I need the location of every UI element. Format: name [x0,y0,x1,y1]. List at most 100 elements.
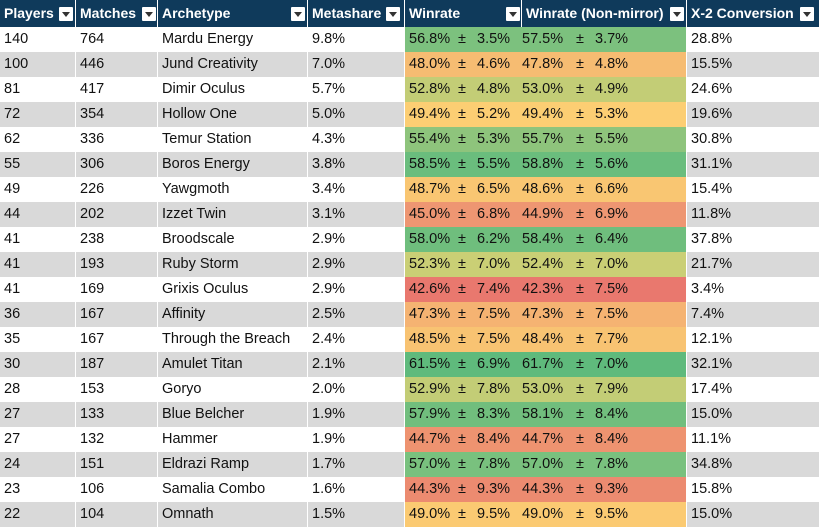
winrate-cell[interactable]: 44.3% ±9.3% [405,477,522,502]
x2-conversion-cell[interactable]: 30.8% [687,127,820,152]
archetype-cell[interactable]: Temur Station [158,127,308,152]
archetype-cell[interactable]: Eldrazi Ramp [158,452,308,477]
winrate-nonmirror-cell[interactable]: 57.0% ±7.8% [522,452,687,477]
winrate-nonmirror-cell[interactable]: 53.0% ±4.9% [522,77,687,102]
archetype-cell[interactable]: Goryo [158,377,308,402]
x2-conversion-cell[interactable]: 17.4% [687,377,820,402]
winrate-cell[interactable]: 55.4% ±5.3% [405,127,522,152]
matches-cell[interactable]: 133 [76,402,158,427]
metashare-cell[interactable]: 1.9% [308,402,405,427]
winrate-nonmirror-cell[interactable]: 48.4% ±7.7% [522,327,687,352]
players-cell[interactable]: 62 [0,127,76,152]
matches-cell[interactable]: 193 [76,252,158,277]
players-cell[interactable]: 100 [0,52,76,77]
x2-conversion-cell[interactable]: 15.0% [687,402,820,427]
metashare-cell[interactable]: 7.0% [308,52,405,77]
metashare-cell[interactable]: 1.9% [308,427,405,452]
metashare-cell[interactable]: 1.6% [308,477,405,502]
matches-cell[interactable]: 151 [76,452,158,477]
winrate-cell[interactable]: 48.0% ±4.6% [405,52,522,77]
winrate-cell[interactable]: 58.5% ±5.5% [405,152,522,177]
filter-dropdown-icon[interactable] [291,7,305,21]
metashare-cell[interactable]: 2.1% [308,352,405,377]
metashare-cell[interactable]: 5.7% [308,77,405,102]
metashare-cell[interactable]: 2.5% [308,302,405,327]
matches-cell[interactable]: 187 [76,352,158,377]
players-cell[interactable]: 41 [0,227,76,252]
metashare-cell[interactable]: 2.9% [308,277,405,302]
metashare-cell[interactable]: 4.3% [308,127,405,152]
x2-conversion-cell[interactable]: 3.4% [687,277,820,302]
matches-cell[interactable]: 336 [76,127,158,152]
metashare-cell[interactable]: 3.4% [308,177,405,202]
matches-cell[interactable]: 226 [76,177,158,202]
x2-conversion-cell[interactable]: 7.4% [687,302,820,327]
archetype-cell[interactable]: Through the Breach [158,327,308,352]
archetype-cell[interactable]: Blue Belcher [158,402,308,427]
x2-conversion-cell[interactable]: 11.8% [687,202,820,227]
winrate-cell[interactable]: 57.9% ±8.3% [405,402,522,427]
winrate-nonmirror-cell[interactable]: 42.3% ±7.5% [522,277,687,302]
metashare-cell[interactable]: 2.9% [308,252,405,277]
archetype-cell[interactable]: Broodscale [158,227,308,252]
x2-conversion-cell[interactable]: 34.8% [687,452,820,477]
archetype-cell[interactable]: Yawgmoth [158,177,308,202]
winrate-cell[interactable]: 52.9% ±7.8% [405,377,522,402]
filter-dropdown-icon[interactable] [506,7,520,21]
matches-cell[interactable]: 764 [76,27,158,52]
matches-cell[interactable]: 238 [76,227,158,252]
metashare-cell[interactable]: 3.8% [308,152,405,177]
winrate-nonmirror-cell[interactable]: 55.7% ±5.5% [522,127,687,152]
matches-cell[interactable]: 446 [76,52,158,77]
x2-conversion-cell[interactable]: 37.8% [687,227,820,252]
matches-cell[interactable]: 306 [76,152,158,177]
matches-cell[interactable]: 167 [76,302,158,327]
players-cell[interactable]: 28 [0,377,76,402]
archetype-cell[interactable]: Izzet Twin [158,202,308,227]
archetype-cell[interactable]: Dimir Oculus [158,77,308,102]
archetype-cell[interactable]: Amulet Titan [158,352,308,377]
matches-cell[interactable]: 354 [76,102,158,127]
x2-conversion-cell[interactable]: 31.1% [687,152,820,177]
winrate-cell[interactable]: 45.0% ±6.8% [405,202,522,227]
x2-conversion-cell[interactable]: 32.1% [687,352,820,377]
metashare-cell[interactable]: 1.7% [308,452,405,477]
winrate-cell[interactable]: 52.3% ±7.0% [405,252,522,277]
players-cell[interactable]: 36 [0,302,76,327]
winrate-nonmirror-cell[interactable]: 48.6% ±6.6% [522,177,687,202]
metashare-cell[interactable]: 2.0% [308,377,405,402]
filter-dropdown-icon[interactable] [386,7,400,21]
winrate-nonmirror-cell[interactable]: 47.3% ±7.5% [522,302,687,327]
winrate-nonmirror-cell[interactable]: 57.5% ±3.7% [522,27,687,52]
winrate-cell[interactable]: 47.3% ±7.5% [405,302,522,327]
players-cell[interactable]: 55 [0,152,76,177]
players-cell[interactable]: 27 [0,427,76,452]
winrate-cell[interactable]: 61.5% ±6.9% [405,352,522,377]
winrate-cell[interactable]: 58.0% ±6.2% [405,227,522,252]
archetype-cell[interactable]: Grixis Oculus [158,277,308,302]
archetype-cell[interactable]: Mardu Energy [158,27,308,52]
winrate-cell[interactable]: 48.7% ±6.5% [405,177,522,202]
winrate-cell[interactable]: 52.8% ±4.8% [405,77,522,102]
winrate-nonmirror-cell[interactable]: 53.0% ±7.9% [522,377,687,402]
x2-conversion-cell[interactable]: 15.4% [687,177,820,202]
archetype-cell[interactable]: Affinity [158,302,308,327]
players-cell[interactable]: 27 [0,402,76,427]
players-cell[interactable]: 41 [0,277,76,302]
winrate-cell[interactable]: 56.8% ±3.5% [405,27,522,52]
players-cell[interactable]: 24 [0,452,76,477]
winrate-nonmirror-cell[interactable]: 47.8% ±4.8% [522,52,687,77]
winrate-cell[interactable]: 49.4% ±5.2% [405,102,522,127]
filter-dropdown-icon[interactable] [142,7,156,21]
winrate-cell[interactable]: 42.6% ±7.4% [405,277,522,302]
x2-conversion-cell[interactable]: 21.7% [687,252,820,277]
x2-conversion-cell[interactable]: 12.1% [687,327,820,352]
winrate-nonmirror-cell[interactable]: 58.4% ±6.4% [522,227,687,252]
x2-conversion-cell[interactable]: 15.8% [687,477,820,502]
filter-dropdown-icon[interactable] [670,7,684,21]
metashare-cell[interactable]: 2.9% [308,227,405,252]
metashare-cell[interactable]: 2.4% [308,327,405,352]
players-cell[interactable]: 72 [0,102,76,127]
players-cell[interactable]: 35 [0,327,76,352]
filter-dropdown-icon[interactable] [59,7,73,21]
